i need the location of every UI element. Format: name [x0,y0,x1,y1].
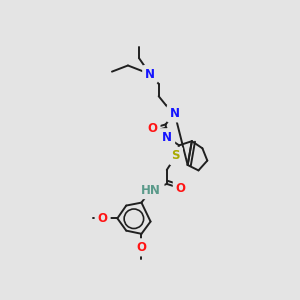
Text: O: O [175,182,187,195]
Text: O: O [98,212,108,225]
Text: S: S [172,149,180,162]
Text: O: O [136,240,147,254]
Text: N: N [169,106,181,120]
Text: N: N [144,67,156,81]
Text: N: N [162,131,172,144]
Text: O: O [97,211,109,225]
Text: N: N [169,107,180,120]
Text: HN: HN [141,184,161,196]
Text: O: O [148,122,158,135]
Text: HN: HN [139,183,162,197]
Text: N: N [145,68,155,81]
Text: O: O [176,182,186,195]
Text: N: N [161,130,173,144]
Text: O: O [136,241,146,254]
Text: O: O [147,121,158,135]
Text: S: S [171,149,181,163]
